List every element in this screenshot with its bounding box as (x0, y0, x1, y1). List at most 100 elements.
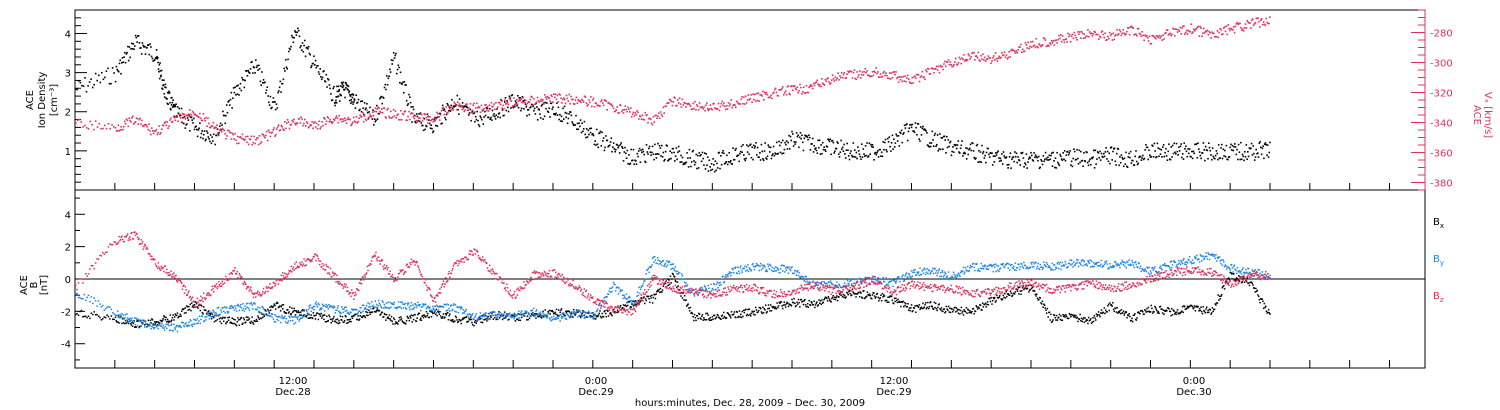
data-point (651, 294, 653, 297)
data-point (827, 77, 829, 79)
data-point (693, 314, 696, 316)
data-point (1017, 49, 1019, 51)
data-point (484, 104, 486, 106)
data-point (1076, 316, 1078, 319)
data-point (852, 291, 854, 294)
data-point (488, 108, 491, 110)
data-point (801, 134, 803, 137)
data-point (957, 62, 960, 64)
data-point (960, 306, 963, 309)
data-point (528, 113, 531, 116)
data-point (838, 296, 840, 298)
data-point (1252, 284, 1254, 286)
data-point (112, 318, 114, 321)
data-point (282, 78, 285, 81)
data-point (465, 316, 467, 319)
data-point (193, 128, 196, 131)
data-point (1132, 159, 1134, 162)
data-point (791, 85, 793, 87)
data-point (1087, 316, 1090, 319)
data-point (949, 140, 952, 143)
data-point (762, 312, 765, 314)
data-point (187, 309, 189, 311)
data-point (788, 148, 791, 150)
data-point (1028, 47, 1030, 50)
data-point (557, 314, 559, 316)
data-point (595, 102, 598, 105)
data-point (769, 96, 771, 98)
data-point (402, 113, 405, 116)
data-point (1057, 163, 1060, 165)
data-point (450, 104, 452, 107)
data-point (303, 44, 305, 47)
data-point (880, 76, 883, 78)
data-point (1137, 311, 1140, 313)
data-point (129, 56, 131, 59)
data-point (949, 141, 951, 144)
data-point (1216, 152, 1218, 155)
data-point (104, 308, 107, 310)
data-point (824, 297, 826, 300)
data-point (829, 300, 832, 302)
data-point (871, 297, 873, 300)
data-point (94, 300, 97, 302)
data-point (1085, 35, 1087, 38)
data-point (335, 96, 337, 98)
data-point (321, 76, 324, 79)
data-point (521, 96, 524, 98)
data-point (552, 101, 554, 103)
data-point (1193, 306, 1195, 309)
data-point (511, 106, 513, 108)
data-point (930, 142, 933, 144)
data-point (810, 84, 812, 86)
data-point (133, 321, 135, 323)
data-point (967, 53, 970, 55)
data-point (497, 116, 499, 118)
data-point (718, 109, 721, 112)
data-point (182, 322, 184, 324)
data-point (1214, 303, 1216, 305)
data-point (687, 166, 690, 168)
data-point (413, 114, 416, 117)
data-point (291, 307, 293, 309)
data-point (414, 120, 416, 123)
data-point (490, 316, 492, 319)
data-point (666, 145, 668, 147)
data-point (796, 135, 799, 138)
data-point (1166, 310, 1168, 312)
data-point (445, 106, 447, 108)
data-point (603, 149, 606, 152)
data-point (1049, 158, 1051, 161)
data-point (75, 313, 77, 316)
data-point (854, 292, 857, 295)
data-point (109, 306, 111, 309)
data-point (245, 321, 247, 323)
data-point (723, 315, 726, 318)
data-point (314, 121, 316, 123)
data-point (348, 90, 351, 92)
data-point (755, 306, 757, 309)
data-point (114, 316, 117, 318)
data-point (1012, 49, 1014, 52)
data-point (713, 170, 716, 173)
data-point (546, 110, 549, 113)
data-point (718, 151, 721, 154)
data-point (717, 102, 720, 105)
data-point (754, 93, 756, 96)
data-point (621, 145, 623, 148)
data-point (439, 315, 442, 317)
data-point (494, 115, 496, 118)
data-point (976, 306, 978, 308)
data-point (903, 305, 905, 308)
data-point (438, 313, 440, 315)
data-point (1054, 39, 1057, 42)
data-point (501, 107, 503, 110)
data-point (720, 102, 723, 105)
data-point (1049, 42, 1051, 44)
data-point (1212, 155, 1215, 158)
data-point (399, 81, 401, 84)
data-point (212, 121, 215, 124)
data-point (828, 139, 830, 141)
data-point (365, 314, 368, 317)
data-point (206, 132, 209, 134)
